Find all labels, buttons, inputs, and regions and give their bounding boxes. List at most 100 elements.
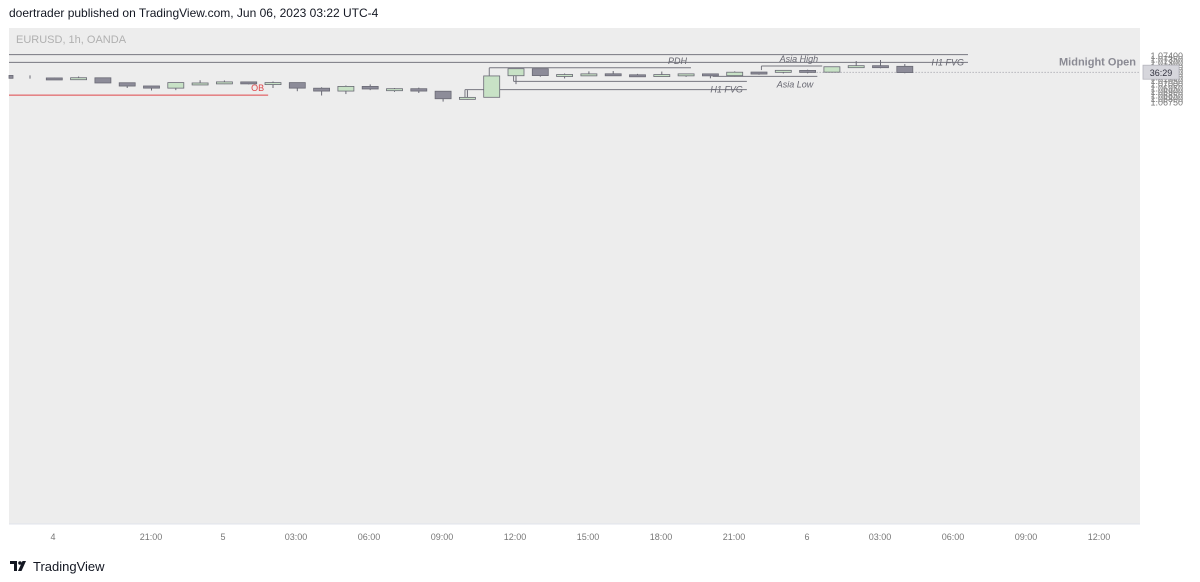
price-label: 36:29 [1150,68,1173,78]
y-tick-label: 1.07300 [1150,58,1183,68]
candle [677,73,695,77]
level-label: OB [251,83,264,93]
x-tick-label: 06:00 [942,532,965,542]
candle [580,71,598,77]
candle [556,73,573,79]
candle [872,60,889,69]
candle [604,70,622,77]
x-tick-label: 09:00 [431,532,454,542]
x-tick-label: 21:00 [140,532,163,542]
y-tick-label: 1.06800 [1150,94,1183,104]
level-label: H1 FVG [710,84,743,94]
candle [264,81,282,88]
candle [483,75,501,98]
price-axis-background [1140,28,1191,524]
candle-body [702,73,719,77]
candle-body [288,82,306,89]
y-tick-label: 1.07400 [1150,51,1183,61]
level-label: Asia High [779,54,819,64]
candle-body [8,75,14,79]
candle [313,87,331,96]
candle-body [531,68,549,76]
candle [774,69,792,74]
level-label: PDH [668,56,688,66]
time-axis-background [9,524,1191,548]
y-tick-label: 1.07050 [1150,76,1183,86]
tradingview-logo-icon[interactable] [9,559,29,573]
published-header: doertrader published on TradingView.com,… [9,6,379,20]
x-tick-label: 21:00 [723,532,746,542]
candle-body [556,74,573,77]
candle-body [653,74,671,77]
y-tick-label: 1.07000 [1150,80,1183,90]
candle-body [410,88,428,92]
candle [847,61,865,69]
candle-body [726,71,744,77]
x-tick-label: 03:00 [285,532,308,542]
candle-body [896,65,914,73]
candle [70,76,87,81]
candle-body [386,88,403,92]
candle-body [872,65,889,69]
candle [118,82,136,88]
candle [410,87,428,94]
candle-body [264,82,282,86]
candle [337,85,355,95]
candles-layer [8,60,914,102]
candle-body [361,86,379,90]
candle [629,73,646,78]
y-tick-label: 1.06850 [1150,90,1183,100]
y-tick-label: 1.06750 [1150,98,1183,108]
candle [45,77,63,81]
candle-body [45,77,63,81]
x-tick-label: 15:00 [577,532,600,542]
price-axis: 1.074001.073501.073001.072501.072001.071… [1142,51,1183,108]
candle [507,68,525,85]
candle [653,71,671,77]
x-tick-label: 5 [220,532,225,542]
candle [240,81,258,85]
candle [726,71,744,77]
plot-background [9,28,1140,524]
x-tick-label: 12:00 [504,532,527,542]
level-label: Asia Low [776,79,814,89]
labels-layer: H1 FVG PDH Asia High Asia Low H1 FVG OB Midnig… [251,54,1136,94]
footer: TradingView [9,557,105,575]
candle-body [118,82,136,87]
candle [750,71,768,75]
candle-body [847,65,865,69]
candle-body [604,73,622,77]
x-tick-label: 12:00 [1088,532,1111,542]
candle [823,66,841,73]
candle [702,73,719,79]
candle-body [774,69,792,73]
candle-body [337,86,355,92]
brand-label[interactable]: TradingView [33,558,105,574]
candle-body [167,82,185,89]
y-tick-label: 1.06950 [1150,83,1183,93]
midnight-open-label: Midnight Open [1059,56,1136,68]
candle [288,82,306,92]
candle-body [94,77,112,84]
symbol-label: EURUSD, 1h, OANDA [16,34,127,46]
x-tick-label: 4 [50,532,55,542]
candle-body [70,77,87,81]
candle [215,80,233,85]
candle-body [823,66,841,73]
candle [191,80,209,86]
x-tick-label: 09:00 [1015,532,1038,542]
candle-body [629,74,646,78]
candle [8,75,31,79]
candle [143,85,160,91]
candle-body [458,96,476,100]
candle-body [143,85,160,89]
candle-body [434,90,452,100]
x-tick-label: 03:00 [869,532,892,542]
candle [361,84,379,91]
candle-body [580,73,598,77]
levels-layer [9,54,1140,98]
candle-body [215,81,233,85]
candle-body [240,81,258,85]
x-tick-label: 18:00 [650,532,673,542]
